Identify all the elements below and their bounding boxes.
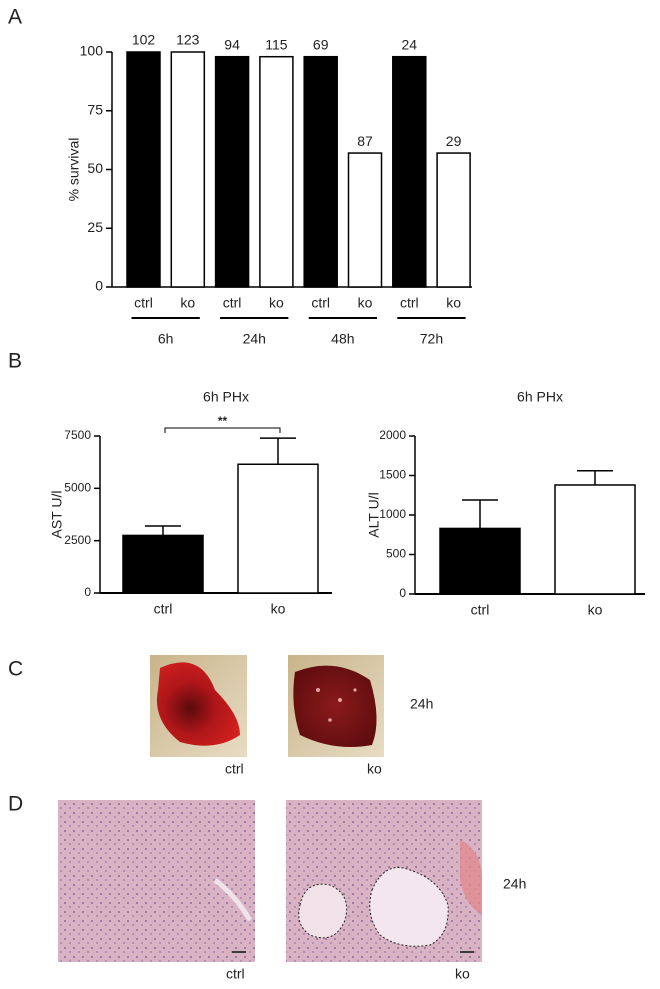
y-tick-label: 0 [399, 586, 406, 600]
photo-label: ctrl [226, 966, 245, 982]
bar [303, 55, 338, 288]
significance-label: ** [218, 414, 228, 428]
y-tick-label: 25 [87, 219, 103, 235]
bar [214, 55, 250, 288]
y-tick-label: 75 [87, 101, 103, 117]
photo-label: ko [367, 761, 382, 777]
bar [347, 152, 383, 288]
y-tick-label: 5000 [64, 481, 91, 495]
bar [436, 152, 471, 288]
photo-label: ctrl [225, 761, 244, 777]
histology-photo [58, 800, 255, 962]
bar [122, 534, 204, 594]
y-tick-label: 0 [84, 585, 91, 599]
liver-photo [150, 655, 247, 757]
x-tick-label: ctrl [471, 602, 490, 618]
x-tick-label: ctrl [134, 295, 153, 311]
n-label: 29 [446, 133, 462, 149]
panel-letter: A [8, 6, 22, 29]
n-label: 94 [224, 36, 240, 52]
bar [392, 55, 427, 288]
bar [439, 527, 521, 595]
n-label: 24 [402, 36, 418, 52]
group-label: 48h [331, 331, 354, 347]
liver-photo [288, 655, 384, 757]
x-tick-label: ctrl [154, 601, 173, 617]
y-axis-label: ALT U/l [366, 492, 382, 537]
y-tick-label: 50 [87, 160, 103, 176]
x-tick-label: ctrl [400, 295, 419, 311]
chart-title: 6h PHx [517, 389, 563, 405]
bar [126, 51, 161, 288]
n-label: 115 [265, 36, 288, 52]
y-tick-label: 1000 [379, 507, 406, 521]
x-tick-label: ko [180, 295, 195, 311]
n-label: 69 [313, 36, 329, 52]
y-tick-label: 2500 [64, 533, 91, 547]
chart-title: 6h PHx [203, 389, 249, 405]
n-label: 102 [132, 32, 156, 48]
bar [259, 55, 294, 288]
y-tick-label: 1500 [379, 468, 406, 482]
significance-bracket [164, 427, 281, 433]
bar [170, 51, 206, 288]
bar [237, 463, 319, 594]
y-axis-label: % survival [66, 138, 82, 202]
group-label: 72h [420, 331, 443, 347]
photo-label: ko [455, 966, 470, 982]
panel-letter: D [8, 793, 23, 816]
y-tick-label: 7500 [64, 428, 91, 442]
bar [554, 484, 636, 595]
y-tick-label: 0 [95, 278, 103, 294]
panel-letter: B [8, 350, 22, 373]
n-label: 123 [176, 32, 200, 48]
photo-time: 24h [410, 696, 433, 712]
x-tick-label: ctrl [223, 295, 242, 311]
panel-letter: C [8, 658, 23, 681]
y-tick-label: 100 [80, 43, 104, 59]
group-label: 6h [158, 331, 174, 347]
y-tick-label: 500 [386, 547, 406, 561]
x-tick-label: ko [271, 601, 286, 617]
histology-photo [286, 800, 482, 962]
y-tick-label: 2000 [379, 428, 406, 442]
x-tick-label: ko [588, 602, 603, 618]
n-label: 87 [357, 133, 373, 149]
x-tick-label: ko [446, 295, 461, 311]
x-tick-label: ko [358, 295, 373, 311]
x-tick-label: ko [269, 295, 284, 311]
y-axis-label: AST U/l [49, 491, 65, 539]
group-label: 24h [243, 331, 266, 347]
photo-time: 24h [503, 876, 526, 892]
x-tick-label: ctrl [311, 295, 330, 311]
